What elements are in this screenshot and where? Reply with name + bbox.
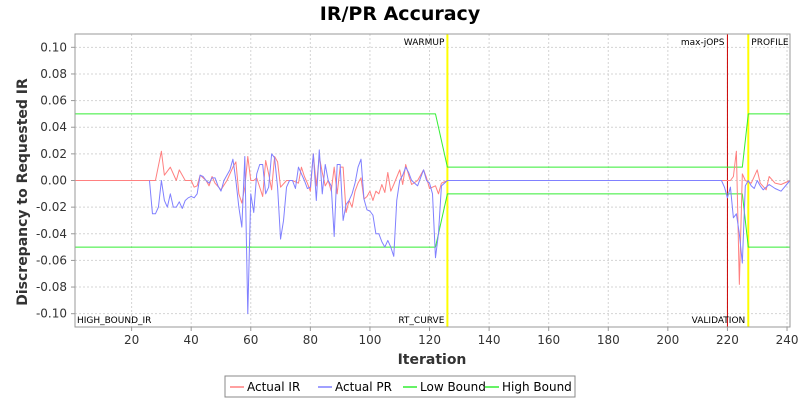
x-tick-label: 240 <box>776 333 799 347</box>
x-tick-label: 40 <box>184 333 199 347</box>
legend-box <box>224 375 576 398</box>
y-tick-label: -0.08 <box>36 280 67 294</box>
x-tick-label: 140 <box>478 333 501 347</box>
x-tick-label: 80 <box>303 333 318 347</box>
y-tick-label: -0.10 <box>36 307 67 321</box>
phase-label: HIGH_BOUND_IR <box>77 316 151 326</box>
phase-label: VALIDATION <box>692 316 746 326</box>
marker-label: max-jOPS <box>681 38 725 48</box>
y-tick-label: -0.06 <box>36 253 67 267</box>
y-tick-label: 0.06 <box>40 94 67 108</box>
x-tick-label: 160 <box>537 333 560 347</box>
y-tick-label: 0.08 <box>40 67 67 81</box>
x-tick-label: 180 <box>597 333 620 347</box>
y-tick-label: 0.00 <box>40 174 67 188</box>
x-tick-label: 200 <box>656 333 679 347</box>
y-tick-label: 0.04 <box>40 120 67 134</box>
legend-item-label: Low Bound <box>420 380 486 394</box>
x-tick-label: 60 <box>243 333 258 347</box>
y-tick-label: -0.02 <box>36 200 67 214</box>
chart-title: IR/PR Accuracy <box>320 3 481 25</box>
plot-border <box>74 33 791 328</box>
y-axis-label: Discrepancy to Requested IR <box>15 78 31 306</box>
legend-item-label: Actual PR <box>335 380 392 394</box>
x-axis-ticks: 20 40 60 80 100 120 140 160 180 200 220 240 <box>124 327 799 347</box>
x-tick-label: 220 <box>716 333 739 347</box>
marker-label: WARMUP <box>404 38 445 48</box>
x-axis-label: Iteration <box>398 352 467 368</box>
y-axis-ticks: -0.10 -0.08 -0.06 -0.04 -0.02 0.00 0.02 0.04 0.0… <box>36 40 75 321</box>
legend: Actual IR Actual PR Low Bound High Bound <box>224 375 576 398</box>
x-tick-label: 100 <box>358 333 381 347</box>
series-layer <box>75 113 791 315</box>
y-tick-label: -0.04 <box>36 227 67 241</box>
series-line-actual-ir <box>75 150 791 285</box>
x-tick-label: 120 <box>418 333 441 347</box>
marker-label: PROFILE <box>751 38 789 48</box>
legend-item-label: Actual IR <box>247 380 300 394</box>
series-line-high-bound <box>75 113 790 168</box>
legend-item-label: High Bound <box>502 380 572 394</box>
y-tick-label: 0.02 <box>40 147 67 161</box>
series-line-actual-pr <box>148 149 791 315</box>
phase-label: RT_CURVE <box>398 316 444 326</box>
x-tick-label: 20 <box>124 333 139 347</box>
y-tick-label: 0.10 <box>40 40 67 54</box>
